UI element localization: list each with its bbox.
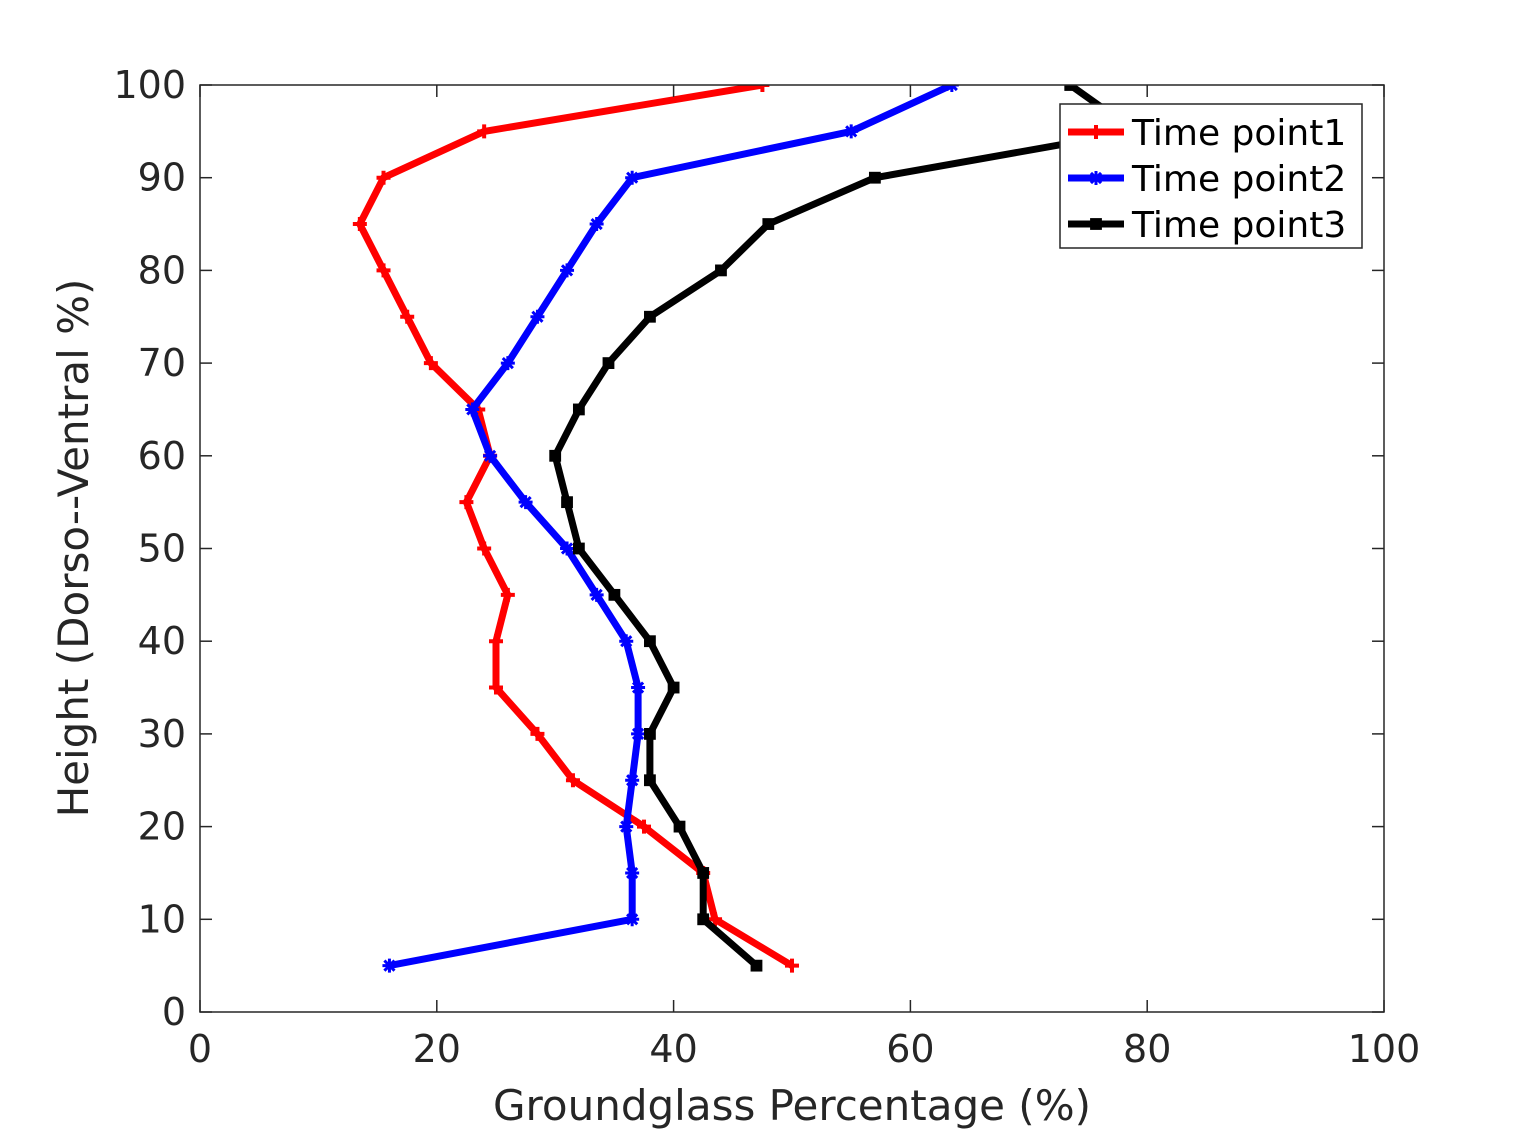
data-point: [625, 912, 640, 927]
data-point: [785, 958, 799, 973]
legend-marker: [1089, 125, 1103, 139]
y-tick-label: 20: [138, 805, 186, 849]
x-tick-label: 100: [1348, 1027, 1421, 1071]
series-line: [551, 85, 1139, 969]
data-point: [625, 865, 640, 880]
data-point: [644, 635, 656, 648]
data-point: [382, 958, 397, 973]
data-point: [489, 634, 503, 649]
data-point: [844, 124, 859, 139]
data-point: [755, 85, 770, 92]
x-tick-label: 80: [1123, 1027, 1171, 1071]
data-point: [644, 310, 656, 323]
y-tick-label: 90: [138, 156, 186, 200]
data-point: [500, 587, 515, 602]
data-point: [673, 820, 686, 833]
legend-label: Time point2: [1131, 159, 1346, 200]
data-point: [572, 542, 585, 555]
data-point: [750, 959, 763, 972]
data-point: [625, 170, 640, 185]
legend-marker: [1090, 218, 1102, 230]
data-point: [518, 495, 533, 510]
data-point: [560, 541, 575, 556]
legend: Time point1 Time point2 Time point3: [1059, 103, 1363, 249]
legend-label: Time point1: [1131, 113, 1346, 154]
data-point: [625, 773, 640, 788]
data-point: [477, 124, 492, 139]
data-point: [376, 170, 391, 185]
x-axis-label: Groundglass Percentage (%): [493, 1081, 1091, 1130]
y-tick-label: 70: [138, 341, 186, 385]
series-line: [356, 85, 794, 969]
data-point: [376, 263, 391, 278]
data-point: [589, 587, 604, 602]
data-point: [465, 402, 480, 417]
data-point: [489, 680, 503, 695]
y-tick-label: 50: [138, 527, 186, 571]
y-axis: 0 10 20 30 40 50 60 70 80 90 100: [113, 63, 1384, 1034]
data-point: [644, 774, 656, 787]
data-point: [530, 726, 545, 741]
data-point: [608, 588, 621, 601]
data-point: [697, 867, 710, 879]
data-point: [530, 309, 545, 324]
data-point: [477, 541, 492, 556]
legend-marker: [1089, 171, 1103, 185]
data-point: [631, 680, 646, 695]
y-tick-label: 80: [138, 248, 186, 292]
x-tick-label: 40: [649, 1027, 697, 1071]
data-point: [459, 495, 474, 510]
series-layer: [352, 85, 1142, 973]
data-point: [697, 913, 710, 926]
data-point: [1064, 85, 1077, 91]
data-point: [637, 819, 651, 834]
series-line: [388, 85, 954, 970]
x-tick-label: 20: [413, 1027, 461, 1071]
y-axis-label: Height (Dorso--Ventral %): [49, 279, 98, 818]
legend-label: Time point3: [1131, 205, 1346, 246]
data-point: [549, 449, 562, 462]
data-point: [560, 263, 575, 278]
y-tick-label: 0: [162, 990, 186, 1034]
x-tick-label: 60: [886, 1027, 934, 1071]
y-tick-label: 10: [138, 897, 186, 941]
data-point: [715, 264, 727, 277]
data-point: [619, 634, 634, 649]
data-point: [500, 356, 515, 371]
data-point: [667, 681, 680, 694]
data-point: [619, 819, 634, 834]
x-axis: 0 20 40 60 80 100: [188, 85, 1420, 1071]
y-tick-label: 100: [113, 63, 186, 107]
y-tick-label: 60: [138, 434, 186, 478]
data-point: [572, 403, 585, 416]
y-tick-label: 30: [138, 712, 186, 756]
data-point: [400, 309, 415, 324]
series-2: [382, 85, 959, 973]
data-point: [423, 356, 438, 371]
data-point: [589, 217, 604, 232]
data-point: [631, 726, 646, 741]
data-point: [602, 357, 615, 370]
y-tick-label: 40: [138, 619, 186, 663]
data-point: [868, 171, 881, 184]
data-point: [352, 217, 367, 232]
data-point: [708, 912, 723, 927]
data-point: [644, 728, 656, 740]
data-point: [561, 496, 573, 509]
x-tick-label: 0: [188, 1027, 212, 1071]
data-point: [483, 448, 498, 463]
data-point: [762, 218, 775, 230]
data-point: [565, 773, 580, 788]
